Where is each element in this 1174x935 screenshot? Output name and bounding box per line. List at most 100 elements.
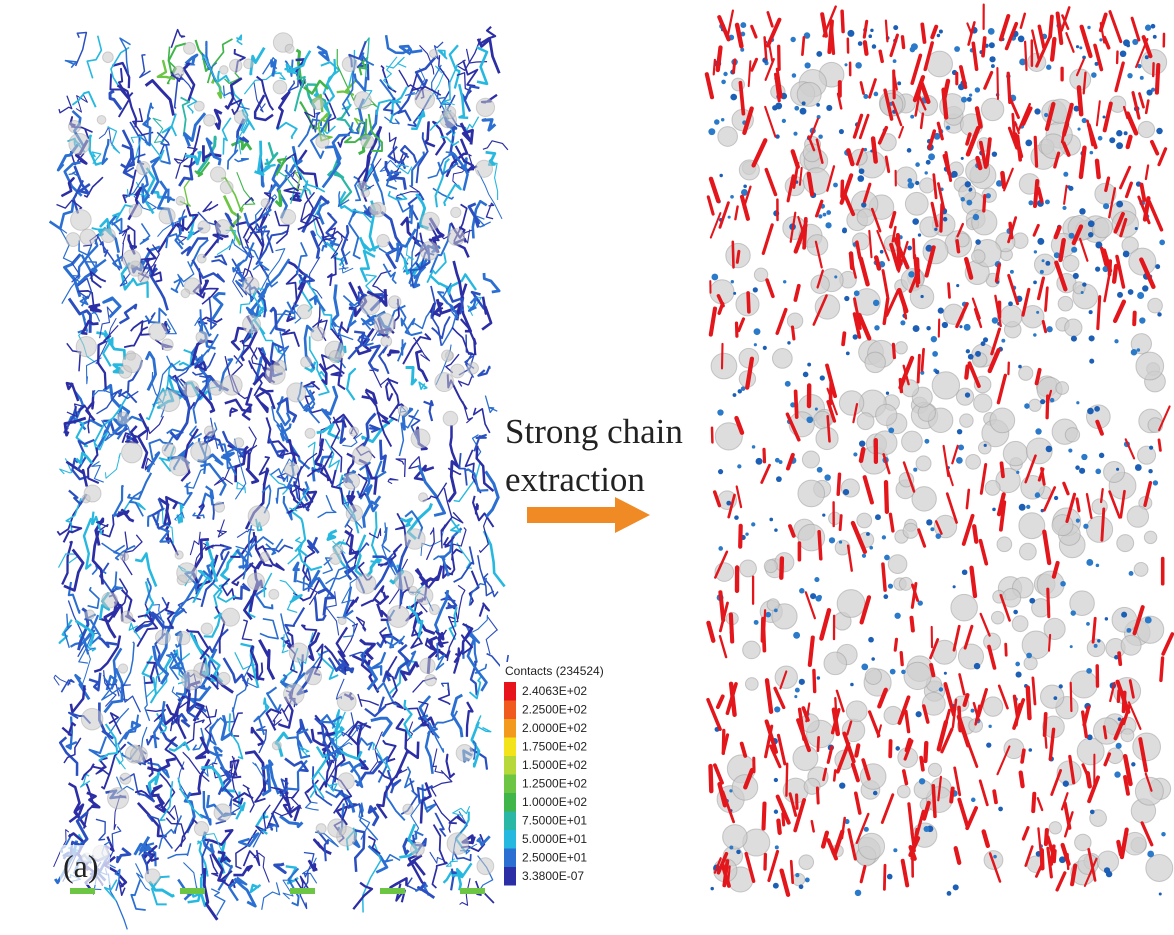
weak-contact bbox=[1132, 38, 1139, 45]
contact-chain bbox=[484, 395, 498, 414]
particle bbox=[174, 550, 184, 560]
strong-chain bbox=[1124, 181, 1133, 199]
contact-chain bbox=[114, 868, 121, 892]
strong-chain bbox=[978, 538, 989, 566]
contact-chain bbox=[397, 87, 414, 122]
weak-contact bbox=[1087, 220, 1095, 228]
weak-contact bbox=[745, 532, 749, 536]
contact-chain bbox=[275, 90, 291, 130]
strong-chain bbox=[1108, 187, 1117, 219]
strong-chain bbox=[878, 49, 884, 64]
contact-chain bbox=[356, 52, 370, 81]
contact-chain bbox=[191, 339, 214, 366]
weak-contact bbox=[1087, 25, 1091, 30]
contact-chain bbox=[172, 483, 193, 507]
contact-chain bbox=[228, 238, 255, 258]
weak-contact bbox=[1044, 112, 1049, 118]
strong-chain bbox=[862, 19, 869, 39]
contact-chain bbox=[229, 759, 242, 779]
particle bbox=[219, 65, 229, 75]
contact-chain bbox=[313, 596, 327, 622]
weak-contact bbox=[1152, 34, 1157, 39]
weak-contact bbox=[850, 682, 854, 687]
contact-chain bbox=[357, 333, 370, 347]
strong-chain bbox=[888, 210, 897, 229]
particle bbox=[1116, 534, 1135, 553]
legend-background bbox=[500, 662, 645, 890]
contact-chain bbox=[244, 197, 255, 205]
contact-chain bbox=[102, 329, 114, 367]
contact-chain bbox=[274, 210, 290, 245]
weak-contact bbox=[816, 676, 821, 680]
strong-chain bbox=[1024, 454, 1037, 484]
contact-chain bbox=[360, 647, 378, 691]
contact-chain bbox=[406, 204, 414, 225]
particle bbox=[823, 651, 848, 676]
weak-contact bbox=[791, 73, 797, 78]
contact-chain bbox=[126, 425, 139, 444]
contact-chain bbox=[63, 548, 85, 592]
weak-contact bbox=[870, 28, 874, 33]
contact-chain bbox=[61, 722, 77, 737]
contact-chain bbox=[201, 54, 226, 99]
strong-chain bbox=[1116, 689, 1121, 704]
particle bbox=[983, 632, 1002, 651]
particle bbox=[197, 220, 211, 234]
contact-chain bbox=[428, 274, 451, 296]
particle bbox=[196, 253, 207, 264]
weak-contact bbox=[1001, 338, 1006, 343]
contact-chain bbox=[150, 263, 163, 283]
particle bbox=[181, 669, 203, 691]
contact-chain bbox=[364, 696, 387, 718]
particle bbox=[1069, 590, 1095, 616]
strong-chain bbox=[862, 475, 874, 505]
strong-chain bbox=[1104, 176, 1111, 193]
particle bbox=[1064, 427, 1081, 443]
contact-chain bbox=[333, 173, 353, 205]
strong-chain bbox=[809, 117, 820, 139]
contact-chain bbox=[437, 161, 459, 176]
contact-chain bbox=[297, 547, 323, 571]
contact-chain bbox=[459, 122, 474, 145]
weak-contact bbox=[988, 724, 992, 729]
weak-contact bbox=[857, 175, 865, 182]
contact-chain bbox=[387, 145, 407, 170]
strong-chain bbox=[1071, 224, 1084, 246]
strong-chain bbox=[930, 24, 939, 40]
particle bbox=[872, 430, 898, 456]
particle bbox=[315, 823, 327, 835]
particle bbox=[296, 304, 313, 320]
contact-chain bbox=[96, 331, 127, 360]
strong-chain bbox=[826, 745, 834, 764]
contact-chain bbox=[79, 295, 89, 307]
weak-contact bbox=[826, 210, 832, 215]
contact-chain bbox=[186, 693, 205, 722]
contact-chain bbox=[264, 141, 279, 166]
contact-chain bbox=[318, 759, 334, 792]
contact-chain bbox=[121, 129, 136, 180]
weak-contact bbox=[1067, 185, 1071, 189]
contact-chain bbox=[393, 643, 410, 680]
strong-chain bbox=[776, 733, 787, 766]
particle bbox=[810, 274, 830, 295]
strong-chain bbox=[967, 361, 981, 389]
strong-chain bbox=[910, 582, 918, 609]
particle bbox=[1011, 615, 1029, 633]
weak-contact bbox=[956, 457, 963, 464]
weak-contact bbox=[802, 371, 809, 378]
strong-chain bbox=[999, 500, 1007, 532]
contact-chain bbox=[123, 720, 142, 740]
strong-chain bbox=[912, 74, 926, 103]
weak-contact bbox=[734, 515, 739, 520]
contact-chain bbox=[447, 467, 462, 476]
contact-chain bbox=[308, 336, 325, 384]
strong-chain bbox=[737, 317, 746, 333]
strong-chain bbox=[942, 708, 951, 733]
contact-chain bbox=[100, 743, 127, 790]
strong-chain bbox=[1045, 394, 1050, 420]
contact-chain bbox=[309, 783, 325, 799]
strong-chain bbox=[826, 387, 838, 416]
contact-chain bbox=[281, 328, 300, 348]
particle bbox=[1055, 381, 1070, 395]
contact-chain bbox=[269, 473, 288, 495]
